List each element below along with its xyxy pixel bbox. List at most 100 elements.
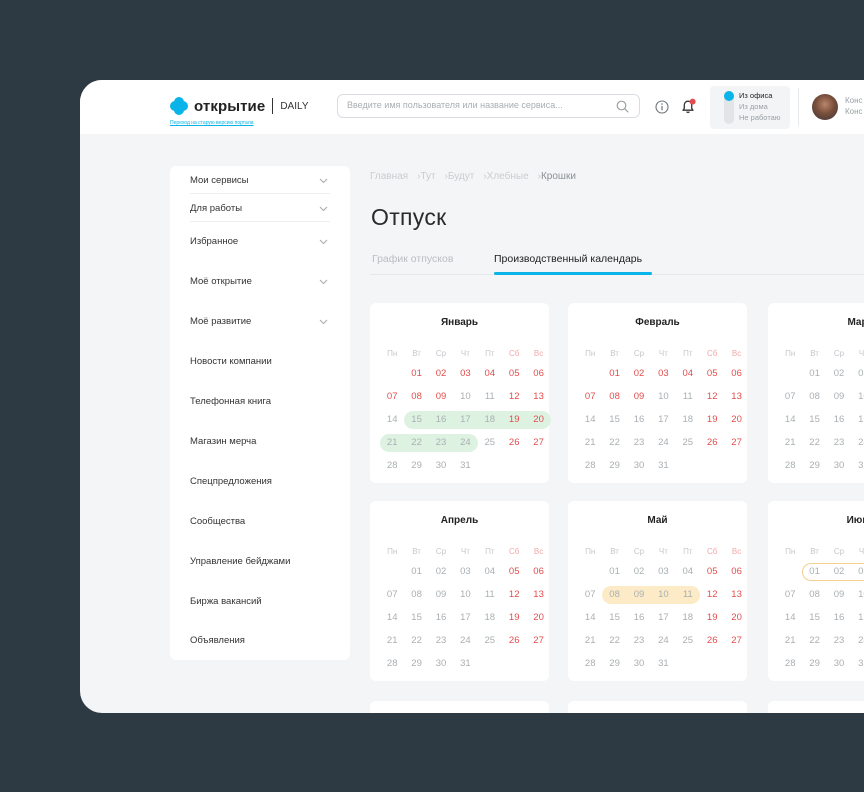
calendar-day[interactable]: 03 <box>658 368 669 379</box>
old-version-link[interactable]: Переход на старую версию портала <box>170 120 254 126</box>
sidebar-item-for-work[interactable]: Для работы <box>190 203 243 214</box>
calendar-day[interactable]: 01 <box>609 566 620 577</box>
calendar-day[interactable]: 08 <box>809 589 820 600</box>
calendar-day[interactable]: 25 <box>484 437 496 448</box>
sidebar-item-my-development[interactable]: Моё развитие <box>190 316 252 327</box>
calendar-day[interactable]: 10 <box>460 391 471 402</box>
calendar-day[interactable]: 17 <box>658 414 669 425</box>
calendar-day[interactable]: 24 <box>460 437 471 448</box>
calendar-day[interactable]: 21 <box>784 437 796 448</box>
calendar-day[interactable]: 09 <box>435 589 447 600</box>
sidebar-item-special-offers[interactable]: Спецпредложения <box>190 476 272 487</box>
calendar-day[interactable]: 03 <box>858 566 864 577</box>
search-box[interactable] <box>337 94 640 118</box>
search-icon[interactable] <box>616 100 629 113</box>
calendar-day[interactable]: 26 <box>508 635 520 646</box>
sidebar-item-my-otkritie[interactable]: Моё открытие <box>190 276 252 287</box>
calendar-day[interactable]: 29 <box>809 658 820 669</box>
calendar-day[interactable]: 12 <box>706 589 718 600</box>
calendar-day[interactable]: 30 <box>435 658 447 669</box>
calendar-day[interactable]: 10 <box>658 589 669 600</box>
calendar-day[interactable]: 09 <box>833 589 845 600</box>
calendar-day[interactable]: 16 <box>833 612 845 623</box>
calendar-day[interactable]: 21 <box>386 635 398 646</box>
calendar-day[interactable]: 04 <box>682 566 694 577</box>
calendar-day[interactable]: 03 <box>658 566 669 577</box>
calendar-day[interactable]: 29 <box>809 460 820 471</box>
sidebar-item-favorites[interactable]: Избранное <box>190 236 239 247</box>
chevron-down-icon[interactable] <box>319 178 328 184</box>
sidebar-item-badges[interactable]: Управление бейджами <box>190 556 291 567</box>
calendar-day[interactable]: 07 <box>784 589 796 600</box>
calendar-day[interactable]: 16 <box>833 414 845 425</box>
calendar-day[interactable]: 14 <box>784 612 796 623</box>
calendar-day[interactable]: 15 <box>809 612 820 623</box>
calendar-day[interactable]: 06 <box>731 566 742 577</box>
calendar-day[interactable]: 30 <box>435 460 447 471</box>
calendar-day[interactable]: 02 <box>435 566 447 577</box>
calendar-day[interactable]: 23 <box>435 635 447 646</box>
calendar-day[interactable]: 15 <box>809 414 820 425</box>
chevron-down-icon[interactable] <box>319 279 328 285</box>
calendar-day[interactable]: 02 <box>633 566 645 577</box>
calendar-day[interactable]: 23 <box>633 437 645 448</box>
calendar-day[interactable]: 10 <box>858 589 864 600</box>
calendar-day[interactable]: 10 <box>460 589 471 600</box>
calendar-day[interactable]: 12 <box>508 391 520 402</box>
calendar-day[interactable]: 31 <box>460 658 471 669</box>
breadcrumb-item[interactable]: Главная <box>370 171 409 182</box>
calendar-day[interactable]: 14 <box>584 612 596 623</box>
calendar-day[interactable]: 13 <box>731 391 742 402</box>
tab-vacation-schedule[interactable]: График отпусков <box>372 253 454 265</box>
calendar-day[interactable]: 23 <box>633 635 645 646</box>
calendar-day[interactable]: 14 <box>386 612 398 623</box>
calendar-day[interactable]: 17 <box>858 612 864 623</box>
avatar[interactable] <box>812 94 838 120</box>
sidebar-item-communities[interactable]: Сообщества <box>190 516 246 527</box>
calendar-day[interactable]: 20 <box>533 414 544 425</box>
status-option-office[interactable]: Из офиса <box>739 91 773 100</box>
calendar-day[interactable]: 17 <box>658 612 669 623</box>
calendar-day[interactable]: 05 <box>508 368 520 379</box>
calendar-day[interactable]: 14 <box>784 414 796 425</box>
calendar-day[interactable]: 18 <box>484 414 496 425</box>
calendar-day[interactable]: 01 <box>411 566 422 577</box>
calendar-day[interactable]: 11 <box>682 589 693 600</box>
calendar-day[interactable]: 02 <box>833 566 845 577</box>
calendar-day[interactable]: 17 <box>460 612 471 623</box>
logo[interactable]: открытие DAILY <box>170 97 309 115</box>
calendar-day[interactable]: 27 <box>731 635 742 646</box>
calendar-day[interactable]: 06 <box>533 368 544 379</box>
calendar-day[interactable]: 30 <box>833 460 845 471</box>
calendar-day[interactable]: 22 <box>411 635 422 646</box>
sidebar-item-news[interactable]: Новости компании <box>190 356 272 367</box>
calendar-day[interactable]: 01 <box>809 566 820 577</box>
calendar-day[interactable]: 01 <box>411 368 422 379</box>
calendar-day[interactable]: 24 <box>460 635 471 646</box>
sidebar-item-vacancies[interactable]: Биржа вакансий <box>190 596 262 607</box>
calendar-day[interactable]: 28 <box>784 460 796 471</box>
calendar-day[interactable]: 11 <box>682 391 693 402</box>
calendar-day[interactable]: 10 <box>858 391 864 402</box>
calendar-day[interactable]: 12 <box>508 589 520 600</box>
chevron-down-icon[interactable] <box>319 206 328 212</box>
calendar-day[interactable]: 30 <box>633 460 645 471</box>
calendar-day[interactable]: 20 <box>731 612 742 623</box>
status-option-off[interactable]: Не работаю <box>739 113 781 122</box>
calendar-day[interactable]: 07 <box>386 589 398 600</box>
calendar-day[interactable]: 03 <box>858 368 864 379</box>
calendar-day[interactable]: 08 <box>809 391 820 402</box>
calendar-day[interactable]: 22 <box>809 437 820 448</box>
calendar-day[interactable]: 27 <box>731 437 742 448</box>
calendar-day[interactable]: 14 <box>584 414 596 425</box>
calendar-day[interactable]: 23 <box>833 437 845 448</box>
calendar-day[interactable]: 09 <box>435 391 447 402</box>
calendar-day[interactable]: 08 <box>609 589 620 600</box>
calendar-day[interactable]: 31 <box>658 658 669 669</box>
sidebar-item-merch-store[interactable]: Магазин мерча <box>190 436 257 447</box>
calendar-day[interactable]: 14 <box>386 414 398 425</box>
breadcrumb-item[interactable]: Тут <box>420 171 436 182</box>
calendar-day[interactable]: 06 <box>533 566 544 577</box>
calendar-day[interactable]: 28 <box>784 658 796 669</box>
calendar-day[interactable]: 31 <box>858 460 864 471</box>
